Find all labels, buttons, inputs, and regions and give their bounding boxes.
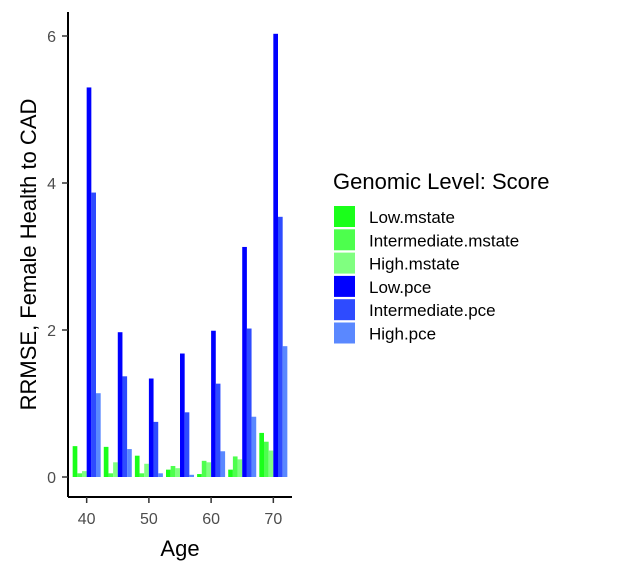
legend-label: High.pce (369, 325, 436, 344)
x-tick-label: 60 (202, 511, 220, 528)
bar (273, 33, 278, 478)
bar (215, 383, 221, 477)
y-axis-ticks: 0 2 4 6 (47, 29, 68, 487)
legend-key (334, 322, 355, 344)
legend: Genomic Level: Score Low.mstate Intermedi… (333, 169, 549, 344)
bar (189, 474, 194, 477)
bar (139, 473, 145, 477)
legend-key (334, 275, 355, 297)
bar (144, 463, 149, 477)
bar (206, 462, 212, 477)
legend-title: Genomic Level: Score (333, 169, 549, 194)
bar (153, 421, 159, 478)
bar (268, 450, 274, 477)
x-tick-label: 50 (140, 511, 158, 528)
bar (220, 451, 226, 477)
y-tick-label: 6 (47, 29, 56, 46)
bar (103, 446, 109, 477)
bar (82, 471, 87, 477)
legend-key (334, 252, 355, 274)
y-tick-label: 0 (47, 470, 56, 487)
bar (242, 246, 247, 477)
y-tick-label: 2 (47, 323, 56, 340)
bar (246, 328, 252, 477)
y-tick-label: 4 (47, 176, 56, 193)
bar (134, 455, 140, 477)
x-tick-label: 40 (78, 511, 96, 528)
bar (211, 330, 216, 477)
bar-group (72, 33, 288, 478)
x-tick-label: 70 (264, 511, 282, 528)
legend-label: Intermediate.mstate (369, 231, 519, 250)
legend-key (334, 229, 355, 251)
bar (122, 376, 128, 477)
bar (184, 412, 190, 477)
bar (108, 473, 114, 477)
bar (170, 465, 176, 477)
x-axis-ticks: 40 50 60 70 (78, 497, 282, 528)
bar (77, 473, 82, 477)
legend-key (334, 299, 355, 321)
bar (91, 192, 96, 477)
bar (197, 474, 202, 477)
bar (251, 416, 257, 477)
bar (264, 441, 269, 477)
legend-label: Intermediate.pce (369, 301, 496, 320)
bar (228, 469, 233, 477)
bar (259, 432, 264, 477)
bar (113, 462, 118, 477)
bar (117, 332, 123, 477)
bar (166, 469, 171, 477)
bar (72, 446, 78, 477)
bar (180, 353, 185, 477)
bar (148, 378, 154, 477)
x-axis-title: Age (160, 536, 199, 561)
bar (158, 473, 163, 477)
bar (278, 216, 283, 477)
legend-key (334, 206, 355, 227)
bar (282, 346, 288, 477)
legend-label: Low.pce (369, 278, 431, 297)
bar (127, 449, 132, 477)
legend-label: High.mstate (369, 255, 460, 274)
bar (232, 456, 238, 477)
bar (201, 460, 207, 477)
bar (96, 393, 101, 477)
legend-label: Low.mstate (369, 208, 455, 227)
y-axis-title: RRMSE, Female Health to CAD (16, 99, 41, 411)
bar (237, 459, 243, 477)
bar (86, 87, 92, 477)
bar (175, 468, 180, 477)
